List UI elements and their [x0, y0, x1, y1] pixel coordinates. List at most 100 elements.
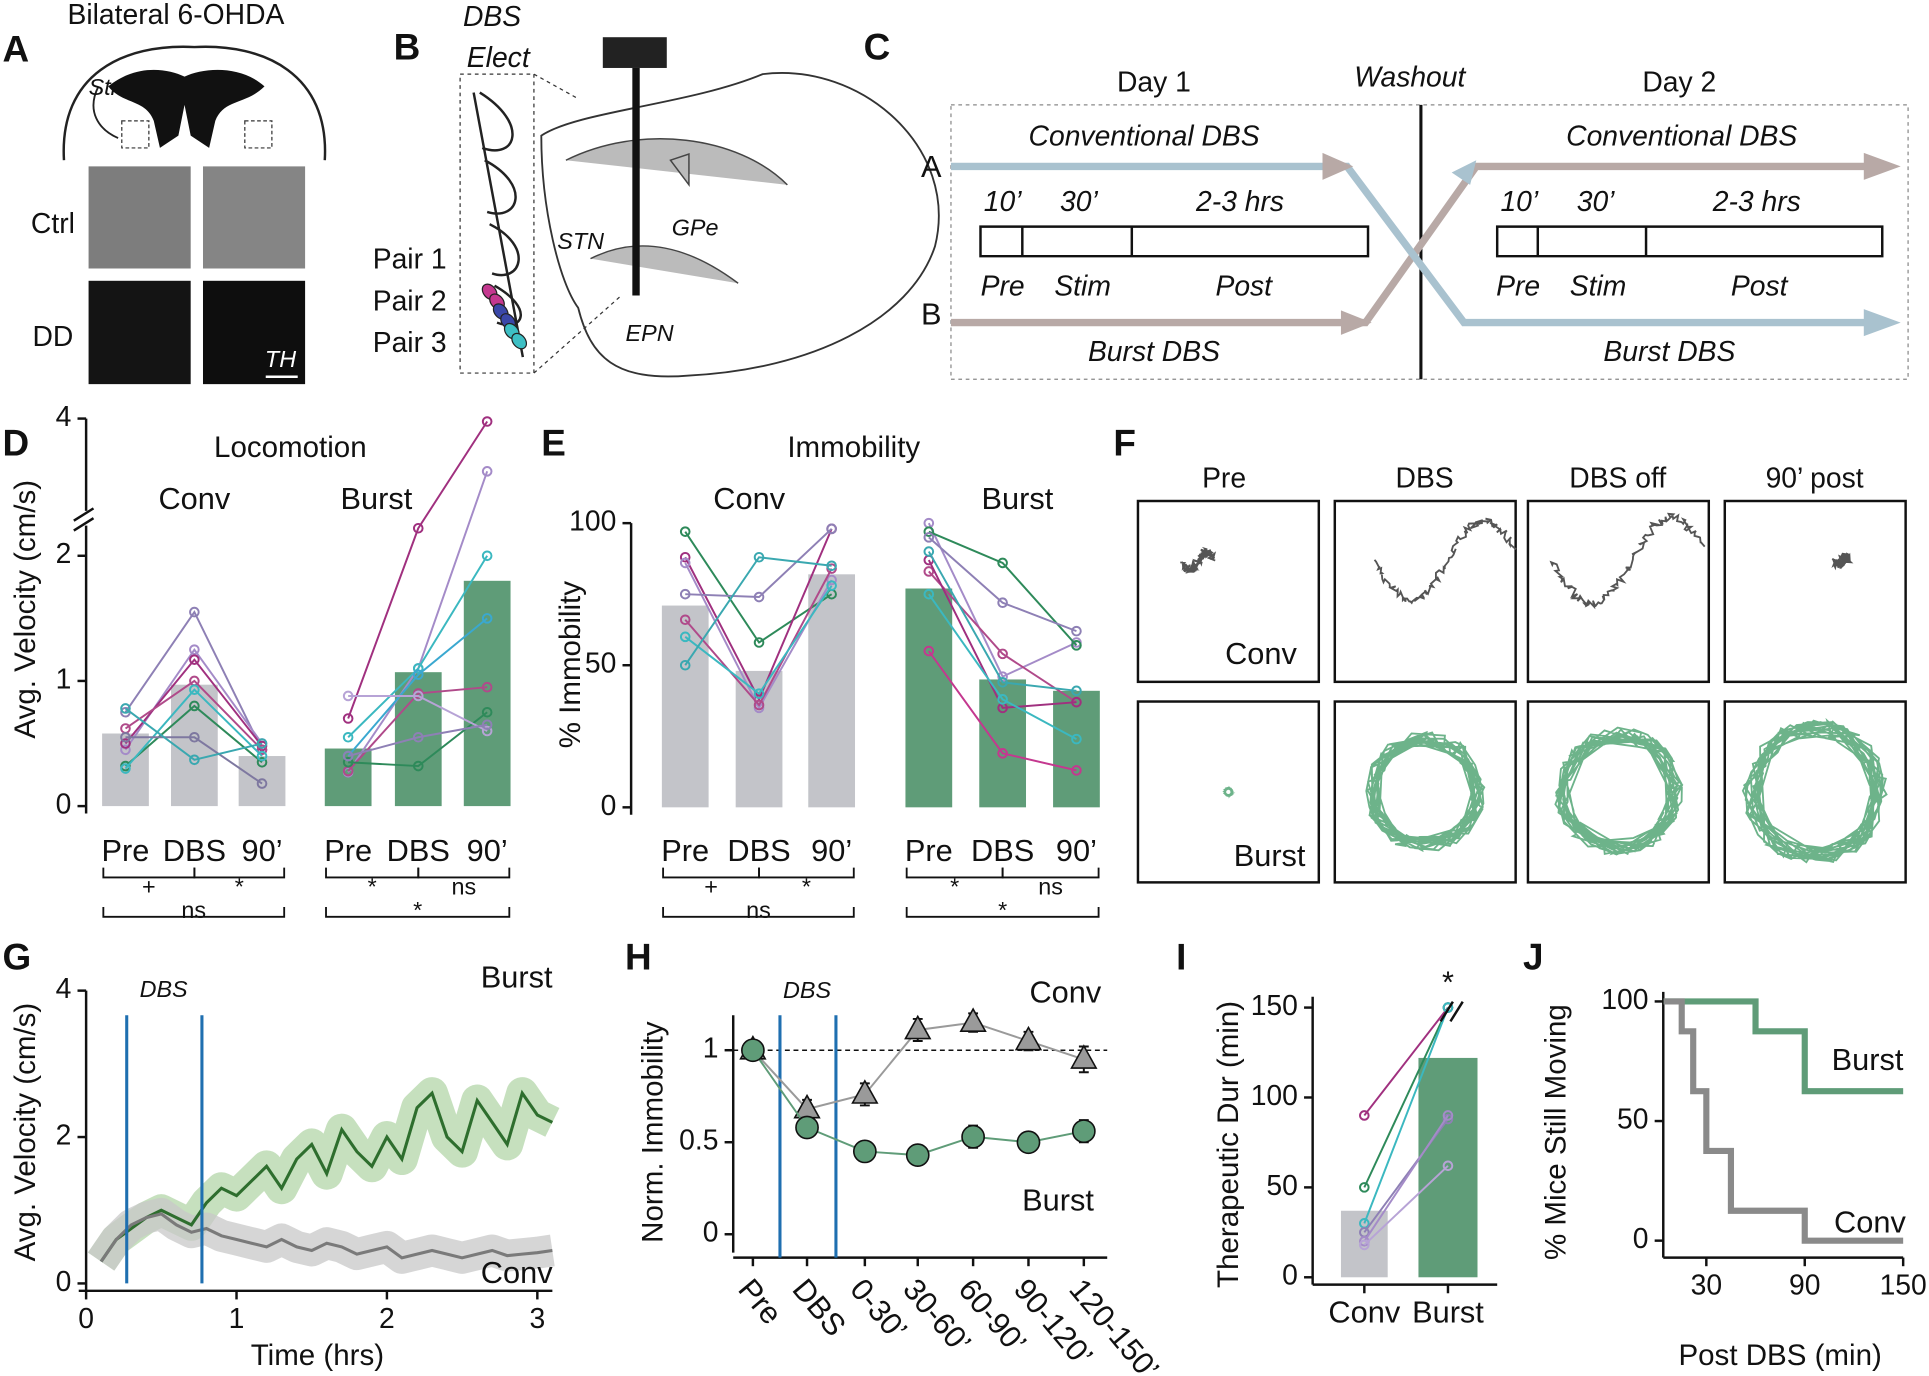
mouse-line: [927, 551, 1077, 692]
roi-box: [121, 120, 150, 149]
trajectory-box: [1526, 700, 1711, 884]
trajectory: [1741, 717, 1888, 864]
mouse-point: [481, 725, 493, 737]
column-label: DBS off: [1569, 462, 1666, 494]
time-label: 30’: [1577, 185, 1615, 217]
arm-label: Conventional DBS: [1029, 120, 1260, 152]
mouse-line: [928, 593, 1077, 740]
y-tick-label: 150: [1251, 989, 1298, 1021]
row-label: Burst: [1234, 838, 1306, 873]
marker: [851, 1079, 879, 1104]
mouse-point: [1071, 685, 1082, 697]
significance-label: ns: [181, 897, 206, 923]
mouse-line: [1363, 1006, 1449, 1117]
y-tick-label: 0: [56, 1265, 72, 1297]
marker: [961, 1124, 985, 1149]
mouse-point: [753, 551, 765, 563]
mouse-point: [997, 677, 1008, 688]
zoom-lines: [533, 73, 622, 374]
x-tick-label: Pre: [905, 833, 953, 868]
day-label: Day 2: [1642, 65, 1716, 97]
x-tick-label: Pre: [102, 833, 150, 868]
panel-letter: H: [625, 937, 652, 978]
mouse-point: [679, 557, 691, 569]
y-tick-label: 0: [703, 1216, 719, 1248]
survival-line: [1663, 998, 1904, 1095]
x-tick-label: DBS: [727, 833, 790, 868]
headstage: [602, 37, 667, 68]
trajectory-box: [1526, 499, 1711, 684]
mouse-point: [120, 738, 131, 749]
mouse-point: [481, 550, 493, 562]
mouse-line: [927, 522, 1077, 678]
mouse-point: [412, 760, 424, 772]
significance-bracket: [905, 906, 1100, 918]
significance-label: *: [950, 874, 959, 900]
y-tick-label: 0: [1633, 1222, 1649, 1254]
row-label: Ctrl: [31, 207, 75, 239]
day-label: Day 1: [1117, 65, 1191, 97]
bar: [1418, 1057, 1478, 1278]
mouse-line: [347, 617, 488, 757]
phase-label: Stim: [1570, 270, 1627, 302]
series-label: Burst: [481, 960, 553, 995]
group-label: B: [921, 297, 942, 332]
mouse-point: [481, 719, 493, 731]
mouse-point: [189, 654, 200, 665]
mouse-point: [1071, 765, 1082, 776]
y-axis-label: Therapeutic Dur (min): [1212, 1001, 1245, 1288]
trace-line: [99, 1089, 554, 1263]
x-tick-label: DBS: [387, 833, 450, 868]
x-tick-label: 30: [1691, 1269, 1722, 1301]
trajectory-box: [1333, 700, 1517, 884]
mouse-line: [348, 694, 488, 732]
mouse-point: [1359, 1239, 1370, 1251]
group-label: Conv: [713, 481, 785, 516]
mouse-point: [1442, 1113, 1454, 1125]
significance-bracket: [1001, 867, 1100, 879]
mouse-line: [124, 610, 263, 751]
group-label: Conv: [158, 481, 230, 516]
significance-bracket: [193, 867, 286, 879]
marker: [1016, 1130, 1041, 1155]
mouse-point: [189, 606, 200, 618]
phase-label: Pre: [1496, 270, 1540, 302]
y-tick-label: 50: [1266, 1169, 1297, 1201]
marker: [1071, 1119, 1096, 1144]
y-axis-label: Avg. Velocity (cm/s): [9, 1003, 42, 1262]
significance-label: *: [235, 874, 244, 900]
mouse-point: [189, 684, 200, 695]
x-tick-label: 1: [229, 1302, 245, 1334]
mouse-point: [189, 731, 200, 743]
mouse-point: [923, 645, 935, 657]
mouse-line: [347, 555, 489, 738]
y-axis-label: % Mice Still Moving: [1539, 1004, 1572, 1260]
mouse-point: [997, 597, 1008, 609]
mouse-point: [481, 681, 493, 693]
panel-letter: G: [2, 937, 31, 978]
micrograph: [88, 280, 191, 385]
mouse-line: [124, 688, 263, 770]
series-label: Conv: [1029, 974, 1101, 1009]
inset-box: [459, 73, 535, 374]
mouse-line: [124, 707, 263, 761]
significance-label: +: [142, 874, 156, 900]
time-label: 30’: [1060, 185, 1098, 217]
mouse-line: [928, 530, 1078, 647]
mouse-point: [679, 659, 691, 671]
bar: [735, 670, 783, 808]
arrow-b: [950, 162, 1870, 327]
annotation: *: [1442, 965, 1454, 1000]
mouse-line: [347, 420, 488, 719]
brain-outline: [540, 72, 940, 378]
chart-title: Locomotion: [214, 431, 367, 464]
y-tick-label: 100: [1601, 983, 1648, 1015]
column-label: 90’ post: [1766, 462, 1864, 494]
y-tick-label: 1: [703, 1032, 719, 1064]
mouse-point: [679, 631, 691, 643]
y-axis-label: Norm. Immobility: [636, 1021, 669, 1243]
mouse-point: [923, 588, 935, 600]
mouse-point: [412, 690, 424, 702]
mouse-point: [679, 614, 691, 626]
